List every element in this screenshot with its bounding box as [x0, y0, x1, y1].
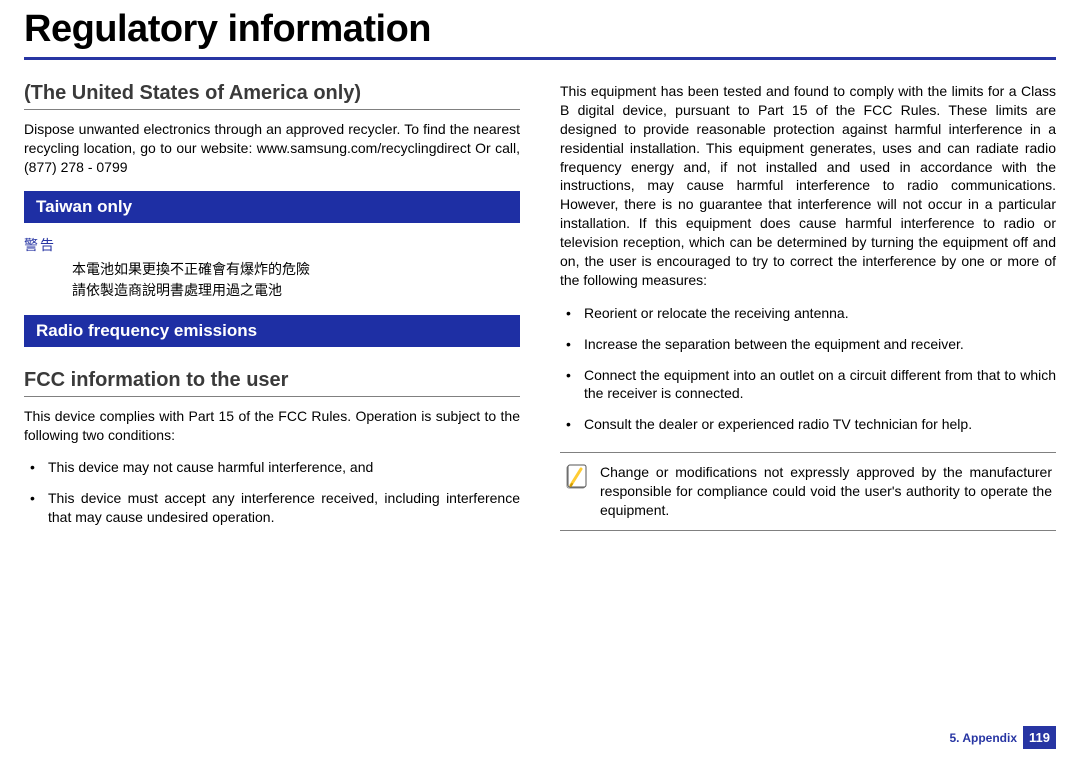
page-number: 119 [1023, 726, 1056, 749]
taiwan-body: 本電池如果更換不正確會有爆炸的危險 請依製造商說明書處理用過之電池 [72, 259, 520, 301]
page-title: Regulatory information [24, 8, 1056, 51]
note-text: Change or modifications not expressly ap… [600, 463, 1052, 520]
list-item: Connect the equipment into an outlet on … [560, 366, 1056, 404]
right-column: This equipment has been tested and found… [560, 82, 1056, 541]
usa-heading: (The United States of America only) [24, 82, 520, 105]
usa-paragraph: Dispose unwanted electronics through an … [24, 120, 520, 177]
fcc-measures-list: Reorient or relocate the receiving anten… [560, 304, 1056, 434]
taiwan-banner: Taiwan only [24, 191, 520, 223]
fcc-rule [24, 396, 520, 397]
rf-banner: Radio frequency emissions [24, 315, 520, 347]
taiwan-warning-label: 警告 [24, 235, 520, 255]
taiwan-line-2: 請依製造商說明書處理用過之電池 [72, 280, 520, 301]
footer-section-label: 5. Appendix [949, 731, 1017, 745]
title-rule [24, 57, 1056, 60]
list-item: Reorient or relocate the receiving anten… [560, 304, 1056, 323]
list-item: Increase the separation between the equi… [560, 335, 1056, 354]
list-item: This device must accept any interference… [24, 489, 520, 527]
list-item: Consult the dealer or experienced radio … [560, 415, 1056, 434]
content-columns: (The United States of America only) Disp… [24, 82, 1056, 541]
fcc-heading: FCC information to the user [24, 369, 520, 392]
fcc-compliance-paragraph: This equipment has been tested and found… [560, 82, 1056, 290]
usa-rule [24, 109, 520, 110]
fcc-conditions-list: This device may not cause harmful interf… [24, 458, 520, 527]
taiwan-line-1: 本電池如果更換不正確會有爆炸的危險 [72, 259, 520, 280]
list-item: This device may not cause harmful interf… [24, 458, 520, 477]
page-footer: 5. Appendix 119 [949, 726, 1056, 749]
manual-page: Regulatory information (The United State… [0, 0, 1080, 763]
left-column: (The United States of America only) Disp… [24, 82, 520, 541]
fcc-intro-paragraph: This device complies with Part 15 of the… [24, 407, 520, 445]
note-callout: Change or modifications not expressly ap… [560, 452, 1056, 531]
note-icon [564, 463, 590, 491]
